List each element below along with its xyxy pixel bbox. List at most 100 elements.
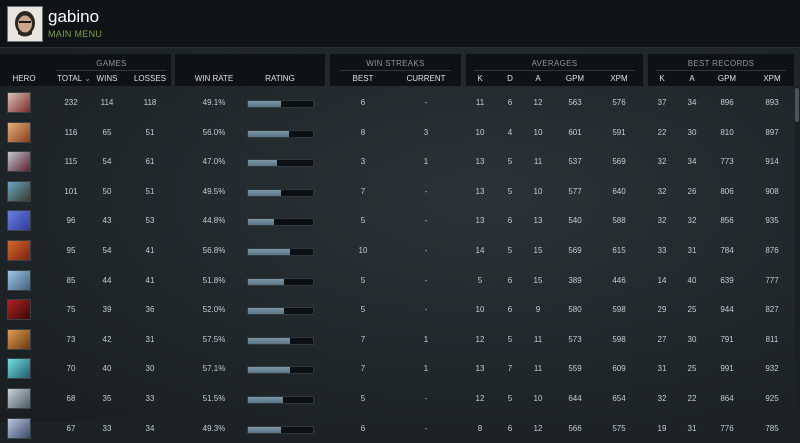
table-row[interactable]: 70 40 30 57.1% 7 1 13 7 11 559 609 31 25 991 932 [0, 355, 794, 383]
current-streak-cell: 1 [423, 364, 429, 374]
avg-assists-cell: 15 [533, 275, 543, 285]
avg-assists-cell: 11 [533, 364, 543, 374]
win-streaks-group-title: WIN STREAKS [366, 59, 425, 68]
record-gpm-cell: 791 [720, 334, 734, 344]
hero-portrait-9-icon[interactable] [7, 328, 31, 350]
hero-portrait-2-icon[interactable] [7, 121, 31, 143]
col-record-xpm[interactable]: XPM [763, 74, 781, 83]
col-record-gpm[interactable]: GPM [717, 74, 737, 83]
rating-bar [247, 248, 314, 256]
col-avg-deaths[interactable]: D [507, 74, 513, 83]
col-wins[interactable]: WINS [96, 74, 118, 83]
avg-xpm-cell: 569 [612, 157, 626, 167]
avg-xpm-cell: 598 [612, 334, 626, 344]
col-total[interactable]: TOTAL ⌄ [53, 74, 95, 83]
rating-bar-fill [248, 308, 284, 315]
table-row[interactable]: 67 33 34 49.3% 6 - 8 6 12 566 575 19 31 776 785 [0, 415, 794, 443]
games-divider [56, 70, 167, 71]
avatar[interactable] [7, 6, 43, 42]
hero-portrait-12-icon[interactable] [7, 417, 31, 439]
table-row[interactable]: 116 65 51 56.0% 8 3 10 4 10 601 591 22 30 810 897 [0, 119, 794, 147]
hero-portrait-3-icon[interactable] [7, 151, 31, 173]
record-assists-cell: 34 [687, 98, 697, 107]
table-row[interactable]: 232 114 118 49.1% 6 - 11 6 12 563 576 37 34 896 893 [0, 89, 794, 117]
rating-bar [247, 129, 314, 138]
avg-gpm-cell: 540 [568, 216, 582, 226]
col-record-assists[interactable]: A [689, 74, 695, 83]
losses-cell: 53 [145, 216, 155, 226]
avg-assists-cell: 10 [533, 186, 543, 196]
win-rate-cell: 51.8% [202, 275, 226, 285]
col-avg-gpm[interactable]: GPM [565, 74, 585, 83]
record-assists-cell: 26 [687, 186, 697, 196]
rating-bar [247, 277, 314, 286]
losses-cell: 33 [145, 394, 155, 403]
avg-assists-cell: 12 [533, 423, 543, 433]
win-rate-cell: 57.1% [202, 364, 226, 374]
losses-cell: 31 [145, 334, 155, 344]
table-row[interactable]: 96 43 53 44.8% 5 - 13 6 13 540 588 32 32 856 935 [0, 207, 794, 235]
win-rate-cell: 51.5% [202, 394, 226, 403]
record-gpm-cell: 896 [720, 98, 734, 107]
hero-portrait-1-icon[interactable] [7, 92, 31, 113]
col-record-kills[interactable]: K [659, 74, 665, 83]
hero-portrait-8-icon[interactable] [7, 299, 31, 321]
avg-assists-cell: 10 [533, 127, 543, 137]
avg-gpm-cell: 569 [568, 246, 582, 255]
table-row[interactable]: 85 44 41 51.8% 5 - 5 6 15 389 446 14 40 639 777 [0, 267, 794, 295]
table-row[interactable]: 95 54 41 56.8% 10 - 14 5 15 569 615 33 31 784 876 [0, 237, 794, 265]
scrollbar-thumb[interactable] [795, 88, 799, 122]
col-streak-current[interactable]: CURRENT [406, 74, 446, 83]
col-win-rate[interactable]: WIN RATE [194, 74, 234, 83]
col-rating[interactable]: RATING [265, 74, 295, 83]
table-row[interactable]: 101 50 51 49.5% 7 - 13 5 10 577 640 32 26 806 908 [0, 178, 794, 206]
avg-deaths-cell: 6 [507, 305, 513, 315]
hero-portrait-5-icon[interactable] [7, 210, 31, 232]
record-assists-cell: 40 [687, 275, 697, 285]
best-streak-cell: 7 [360, 186, 366, 196]
current-streak-cell: 1 [423, 157, 429, 167]
hero-portrait-10-icon[interactable] [7, 358, 31, 380]
win-rate-cell: 57.5% [202, 334, 226, 344]
top-bar: gabino MAIN MENU [0, 0, 800, 48]
losses-cell: 61 [145, 157, 155, 167]
wins-cell: 44 [102, 275, 112, 285]
record-assists-cell: 32 [687, 216, 697, 226]
hero-portrait-4-icon[interactable] [7, 180, 31, 202]
record-xpm-cell: 893 [765, 98, 779, 107]
hero-portrait-7-icon[interactable] [7, 269, 31, 291]
losses-cell: 41 [145, 246, 155, 255]
col-streak-best[interactable]: BEST [352, 74, 374, 83]
sort-desc-icon: ⌄ [84, 74, 91, 83]
scrollbar-track[interactable] [795, 86, 800, 422]
total-games-cell: 68 [66, 394, 76, 403]
col-avg-kills[interactable]: K [477, 74, 483, 83]
wins-cell: 42 [102, 334, 112, 344]
col-hero[interactable]: HERO [12, 74, 36, 83]
avg-kills-cell: 13 [475, 186, 485, 196]
table-row[interactable]: 115 54 61 47.0% 3 1 13 5 11 537 569 32 34 773 914 [0, 148, 794, 176]
avg-assists-cell: 9 [535, 305, 541, 315]
rating-bar-fill [248, 426, 281, 433]
rating-bar-fill [248, 130, 289, 137]
table-row[interactable]: 75 39 36 52.0% 5 - 10 6 9 580 598 29 25 944 827 [0, 296, 794, 324]
col-avg-assists[interactable]: A [535, 74, 541, 83]
record-assists-cell: 30 [687, 334, 697, 344]
record-kills-cell: 27 [657, 334, 667, 344]
table-row[interactable]: 73 42 31 57.5% 7 1 12 5 11 573 598 27 30 791 811 [0, 326, 794, 354]
best-streak-cell: 5 [360, 275, 366, 285]
col-losses[interactable]: LOSSES [133, 74, 166, 83]
table-row[interactable]: 68 35 33 51.5% 5 - 12 5 10 644 654 32 22 864 925 [0, 385, 794, 413]
record-gpm-cell: 856 [720, 216, 734, 226]
hero-portrait-6-icon[interactable] [7, 240, 31, 261]
losses-cell: 30 [145, 364, 155, 374]
total-games-cell: 70 [66, 364, 76, 374]
main-menu-link[interactable]: MAIN MENU [48, 29, 103, 39]
rating-bar-fill [248, 189, 281, 196]
record-gpm-cell: 773 [720, 157, 734, 167]
avg-deaths-cell: 6 [507, 275, 513, 285]
wins-cell: 33 [102, 423, 112, 433]
hero-portrait-11-icon[interactable] [7, 388, 31, 409]
best-streak-cell: 5 [360, 394, 366, 403]
col-avg-xpm[interactable]: XPM [610, 74, 628, 83]
